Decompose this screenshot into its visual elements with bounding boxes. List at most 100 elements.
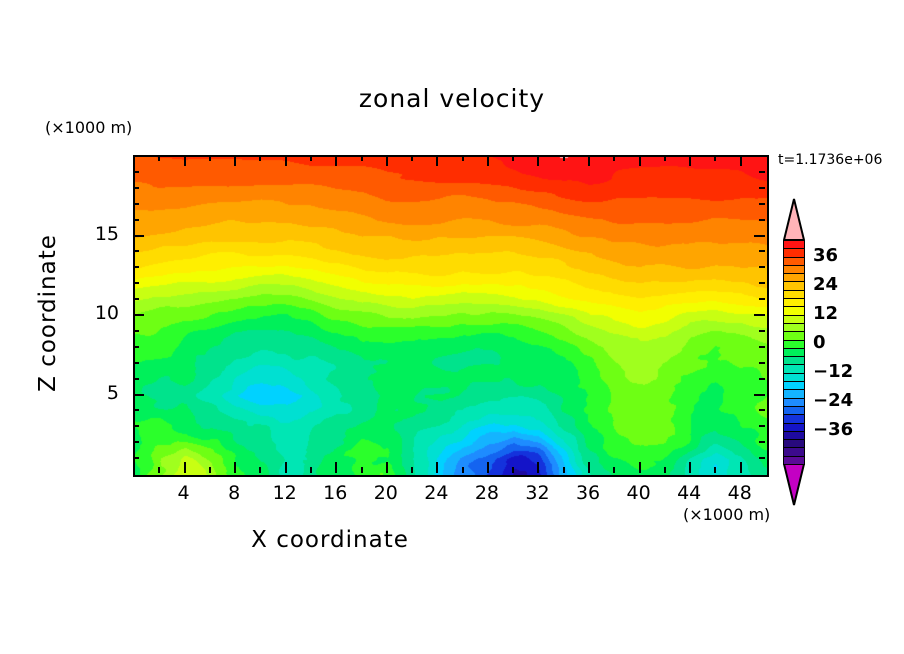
x-axis-tick-top xyxy=(234,155,237,166)
contour-field xyxy=(135,157,767,475)
z-axis-tick xyxy=(133,218,139,221)
z-axis-tick xyxy=(133,425,139,428)
time-annotation: t=1.1736e+06 xyxy=(778,152,883,168)
z-axis-tick-right xyxy=(759,250,765,253)
colorbar-over-arrow xyxy=(782,198,806,241)
colorbar-tick-label: 0 xyxy=(813,331,826,353)
x-axis-tick xyxy=(739,462,742,473)
x-axis-tick-label: 44 xyxy=(677,482,702,504)
x-axis-tick-label: 4 xyxy=(177,482,190,504)
colorbar-tick-label: −24 xyxy=(813,389,854,411)
x-axis-tick xyxy=(309,467,312,473)
x-axis-tick xyxy=(689,462,692,473)
z-axis-tick-right xyxy=(759,377,765,380)
z-axis-tick xyxy=(133,361,139,364)
x-axis-tick xyxy=(259,467,262,473)
colorbar-tick-label: 36 xyxy=(813,244,839,266)
colorbar-tick-label: −12 xyxy=(813,360,854,382)
z-axis-tick xyxy=(133,234,144,237)
x-axis-tick xyxy=(208,467,211,473)
x-axis-tick xyxy=(562,467,565,473)
x-axis-tick xyxy=(663,467,666,473)
z-axis-tick-right xyxy=(759,170,765,173)
z-axis-tick-right xyxy=(759,361,765,364)
z-axis-tick xyxy=(133,266,139,269)
x-axis-tick-top xyxy=(613,155,616,161)
x-axis-tick-top xyxy=(714,155,717,161)
x-axis-tick-label: 20 xyxy=(373,482,398,504)
z-axis-tick-label: 15 xyxy=(94,222,119,245)
z-axis-tick-right xyxy=(759,409,765,412)
x-axis-tick xyxy=(486,462,489,473)
x-axis-tick-top xyxy=(461,155,464,161)
x-axis-unit-label: (×1000 m) xyxy=(683,505,771,524)
x-axis-tick-label: 16 xyxy=(323,482,348,504)
x-axis-tick-label: 40 xyxy=(626,482,651,504)
x-axis-tick xyxy=(234,462,237,473)
z-axis-tick xyxy=(133,377,139,380)
z-axis-tick-right xyxy=(759,457,765,460)
x-axis-tick-top xyxy=(158,155,161,161)
z-axis-tick xyxy=(133,441,139,444)
z-axis-tick-right xyxy=(754,314,765,316)
colorbar-tick-label: −36 xyxy=(813,418,854,440)
z-axis-tick xyxy=(133,186,139,189)
z-axis-tick-right xyxy=(759,329,765,332)
x-axis-tick xyxy=(512,467,515,473)
z-axis-tick-right xyxy=(759,186,765,189)
z-axis-tick-right xyxy=(759,441,765,444)
x-axis-tick xyxy=(537,462,540,473)
chart-title: zonal velocity xyxy=(358,84,546,113)
x-axis-tick xyxy=(360,467,363,473)
x-axis-tick xyxy=(461,467,464,473)
x-axis-tick xyxy=(183,462,186,473)
x-axis-tick-top xyxy=(436,155,439,166)
x-axis-tick-top xyxy=(689,155,692,166)
z-axis-tick xyxy=(133,393,144,396)
z-axis-tick xyxy=(133,282,139,285)
x-axis-tick-label: 12 xyxy=(272,482,297,504)
z-axis-tick xyxy=(133,314,144,316)
x-axis-tick xyxy=(613,467,616,473)
x-axis-tick-top xyxy=(512,155,515,161)
z-axis-tick xyxy=(133,329,139,332)
contour-plot-area xyxy=(133,155,769,477)
x-axis-tick-label: 8 xyxy=(228,482,241,504)
colorbar-under-arrow xyxy=(782,463,806,506)
z-axis-tick xyxy=(133,409,139,412)
x-axis-tick-label: 24 xyxy=(424,482,449,504)
x-axis-tick-label: 28 xyxy=(474,482,499,504)
x-axis-tick-top xyxy=(360,155,363,161)
x-axis-tick-label: 36 xyxy=(575,482,601,504)
z-axis-tick-right xyxy=(754,234,765,237)
z-axis-tick-right xyxy=(754,393,765,396)
x-axis-tick-label: 32 xyxy=(525,482,550,504)
x-axis-tick xyxy=(588,462,591,473)
x-axis-tick xyxy=(411,467,414,473)
x-axis-tick-top xyxy=(562,155,565,161)
z-axis-tick xyxy=(133,202,139,205)
x-axis-tick xyxy=(284,462,287,473)
z-axis-tick-right xyxy=(759,298,765,301)
colorbar: 36 24 12 0 −12 −24 −36 xyxy=(782,198,853,506)
z-axis-tick-right xyxy=(759,345,765,348)
z-axis-tick-right xyxy=(759,218,765,221)
z-axis-tick-right xyxy=(759,425,765,428)
x-axis-tick-top xyxy=(739,155,742,166)
z-axis-tick xyxy=(133,345,139,348)
x-axis-tick-top xyxy=(486,155,489,166)
x-axis-tick-top xyxy=(385,155,388,166)
y-axis-title: Z coordinate xyxy=(35,234,61,392)
x-axis-tick xyxy=(385,462,388,473)
x-axis-tick xyxy=(714,467,717,473)
z-axis-tick-right xyxy=(759,266,765,269)
colorbar-tick-label: 24 xyxy=(813,273,839,295)
x-axis-tick-top xyxy=(588,155,591,166)
x-axis-tick-top xyxy=(335,155,338,166)
x-axis-tick-top xyxy=(537,155,540,166)
z-axis-tick-label: 10 xyxy=(94,302,119,324)
x-axis-tick-top xyxy=(663,155,666,161)
x-axis-tick xyxy=(158,467,161,473)
x-axis-tick-top xyxy=(208,155,211,161)
x-axis-tick-top xyxy=(411,155,414,161)
